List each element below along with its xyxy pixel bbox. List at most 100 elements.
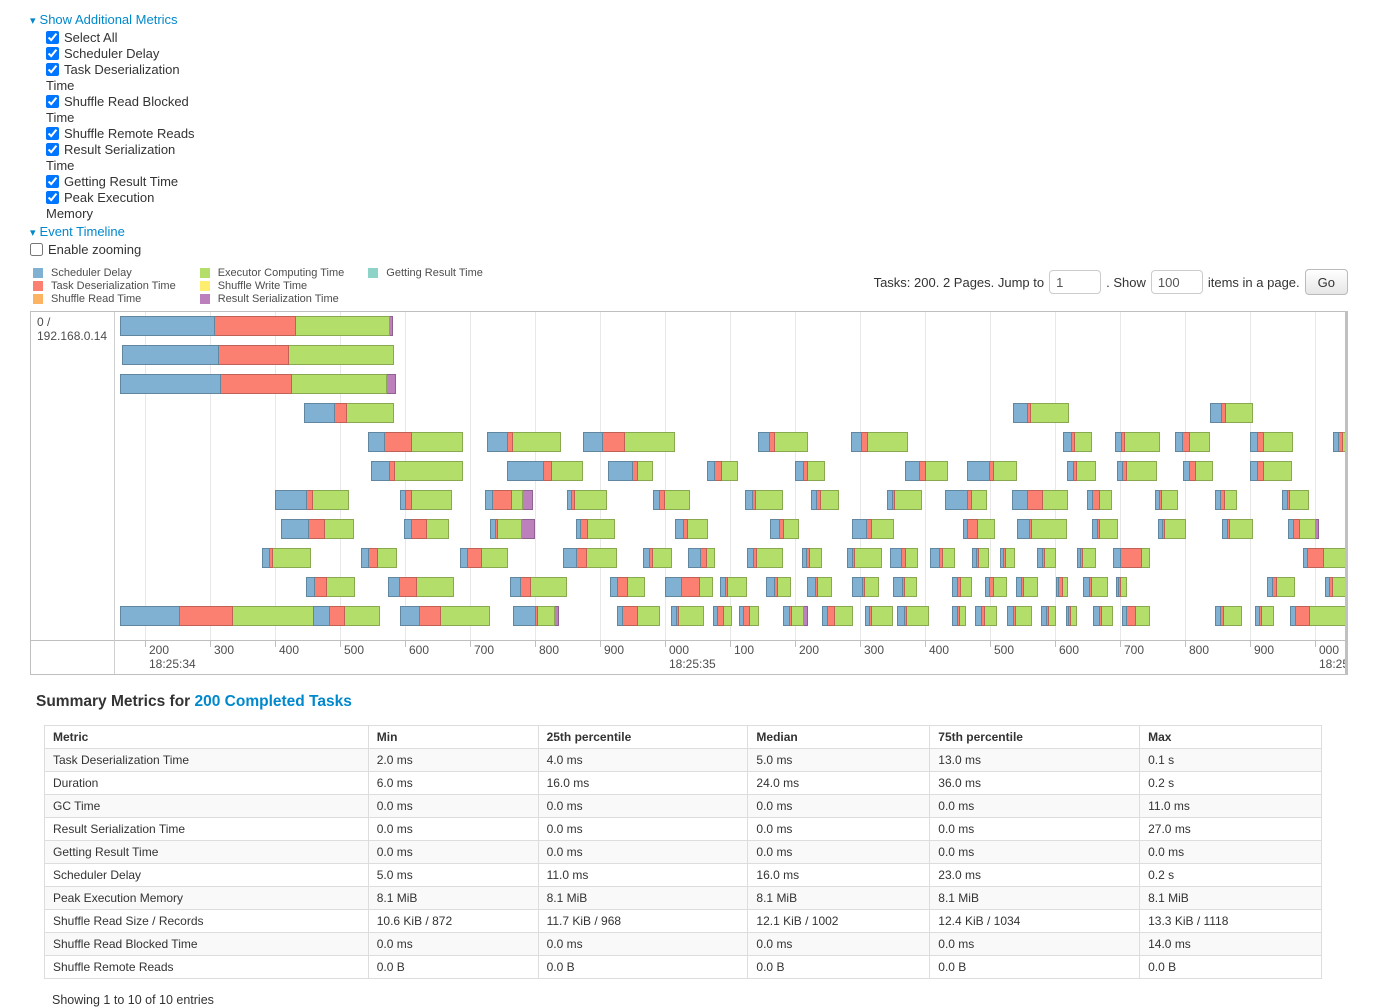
task-bar[interactable]: [368, 432, 463, 452]
task-bar[interactable]: [485, 490, 533, 510]
task-bar[interactable]: [783, 606, 808, 626]
task-bar[interactable]: [1290, 606, 1345, 626]
task-bar[interactable]: [807, 577, 832, 597]
task-bar[interactable]: [887, 490, 922, 510]
task-bar[interactable]: [1066, 606, 1077, 626]
metric-checkbox-5[interactable]: [46, 143, 59, 156]
task-bar[interactable]: [400, 490, 452, 510]
task-bar[interactable]: [893, 577, 917, 597]
task-bar[interactable]: [665, 577, 713, 597]
task-bar[interactable]: [281, 519, 354, 539]
task-bar[interactable]: [1056, 577, 1068, 597]
task-bar[interactable]: [905, 461, 948, 481]
task-bar[interactable]: [1267, 577, 1295, 597]
metric-option-2[interactable]: Task Deserialization Time: [46, 62, 180, 93]
task-bar[interactable]: [972, 548, 989, 568]
task-bar[interactable]: [1333, 432, 1345, 452]
task-bar[interactable]: [304, 403, 394, 423]
task-bar[interactable]: [675, 519, 708, 539]
metric-checkbox-4[interactable]: [46, 127, 59, 140]
task-bar[interactable]: [1183, 461, 1213, 481]
task-bar[interactable]: [758, 432, 808, 452]
jump-to-page-input[interactable]: [1049, 270, 1102, 294]
task-bar[interactable]: [404, 519, 449, 539]
task-bar[interactable]: [1000, 548, 1015, 568]
task-bar[interactable]: [1013, 403, 1069, 423]
metric-option-5[interactable]: Result Serialization Time: [46, 142, 176, 173]
go-button[interactable]: Go: [1304, 269, 1348, 295]
task-bar[interactable]: [460, 548, 508, 568]
task-bar[interactable]: [890, 548, 918, 568]
task-bar[interactable]: [1250, 432, 1293, 452]
task-bar[interactable]: [811, 490, 839, 510]
task-bar[interactable]: [739, 606, 759, 626]
task-bar[interactable]: [865, 606, 893, 626]
metric-checkbox-2[interactable]: [46, 63, 59, 76]
task-bar[interactable]: [897, 606, 929, 626]
metric-option-7[interactable]: Peak Execution Memory: [46, 190, 155, 221]
task-bar[interactable]: [371, 461, 463, 481]
metric-option-3[interactable]: Shuffle Read Blocked Time: [46, 94, 189, 125]
task-bar[interactable]: [852, 519, 894, 539]
task-bar[interactable]: [1325, 577, 1345, 597]
completed-tasks-link[interactable]: 200 Completed Tasks: [194, 693, 352, 710]
task-bar[interactable]: [945, 490, 987, 510]
enable-zooming-option[interactable]: Enable zooming: [30, 242, 1392, 257]
task-bar[interactable]: [1215, 490, 1237, 510]
task-bar[interactable]: [510, 577, 567, 597]
task-bar[interactable]: [795, 461, 825, 481]
task-bar[interactable]: [1007, 606, 1032, 626]
task-bar[interactable]: [400, 606, 490, 626]
task-bar[interactable]: [1303, 548, 1345, 568]
task-bar[interactable]: [1041, 606, 1056, 626]
task-bar[interactable]: [1077, 548, 1096, 568]
task-bar[interactable]: [1067, 461, 1096, 481]
task-bar[interactable]: [1116, 577, 1127, 597]
task-bar[interactable]: [513, 606, 559, 626]
metric-option-6[interactable]: Getting Result Time: [46, 174, 196, 190]
task-bar[interactable]: [671, 606, 704, 626]
task-bar[interactable]: [1092, 519, 1118, 539]
task-bar[interactable]: [653, 490, 690, 510]
metric-checkbox-1[interactable]: [46, 47, 59, 60]
metric-checkbox-0[interactable]: [46, 31, 59, 44]
task-bar[interactable]: [802, 548, 822, 568]
task-bar[interactable]: [1012, 490, 1068, 510]
task-bar[interactable]: [1017, 519, 1067, 539]
task-bar[interactable]: [576, 519, 615, 539]
task-bar[interactable]: [852, 577, 879, 597]
task-bar[interactable]: [707, 461, 738, 481]
task-bar[interactable]: [1016, 577, 1038, 597]
task-bar[interactable]: [608, 461, 653, 481]
task-bar[interactable]: [120, 374, 396, 394]
task-bar[interactable]: [1117, 461, 1157, 481]
task-bar[interactable]: [583, 432, 675, 452]
task-bar[interactable]: [1250, 461, 1292, 481]
task-bar[interactable]: [1083, 577, 1108, 597]
task-bar[interactable]: [1222, 519, 1253, 539]
task-bar[interactable]: [1175, 432, 1210, 452]
task-bar[interactable]: [720, 577, 747, 597]
task-bar[interactable]: [822, 606, 853, 626]
task-bar[interactable]: [847, 548, 882, 568]
metric-checkbox-7[interactable]: [46, 191, 59, 204]
task-bar[interactable]: [567, 490, 607, 510]
task-bar[interactable]: [688, 548, 715, 568]
task-bar[interactable]: [1255, 606, 1274, 626]
task-bar[interactable]: [975, 606, 997, 626]
task-bar[interactable]: [713, 606, 732, 626]
task-bar[interactable]: [1158, 519, 1186, 539]
task-bar[interactable]: [851, 432, 908, 452]
task-bar[interactable]: [963, 519, 995, 539]
task-bar[interactable]: [747, 548, 783, 568]
task-bar[interactable]: [122, 345, 394, 365]
task-bar[interactable]: [952, 606, 966, 626]
task-bar[interactable]: [306, 577, 355, 597]
task-bar[interactable]: [967, 461, 1017, 481]
task-bar[interactable]: [507, 461, 583, 481]
task-bar[interactable]: [952, 577, 972, 597]
show-additional-metrics-toggle[interactable]: ▾ Show Additional Metrics: [30, 12, 1392, 27]
task-bar[interactable]: [1215, 606, 1242, 626]
metric-option-1[interactable]: Scheduler Delay: [46, 46, 196, 62]
task-bar[interactable]: [490, 519, 535, 539]
